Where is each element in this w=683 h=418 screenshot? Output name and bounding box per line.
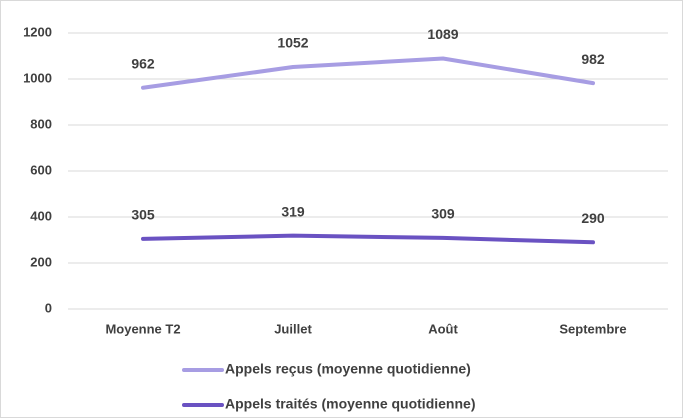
data-label: 309 <box>431 206 455 222</box>
x-tick-label: Juillet <box>274 321 312 336</box>
data-label: 1089 <box>427 26 458 42</box>
y-tick-label: 1000 <box>23 70 52 85</box>
data-label: 290 <box>581 210 605 226</box>
x-tick-label: Août <box>428 321 458 336</box>
legend-label: Appels reçus (moyenne quotidienne) <box>225 361 471 377</box>
series-line <box>141 56 595 90</box>
data-label: 1052 <box>277 35 308 51</box>
y-tick-label: 200 <box>30 254 52 269</box>
data-label: 319 <box>281 203 305 219</box>
y-tick-label: 800 <box>30 116 52 131</box>
data-label: 982 <box>581 51 605 67</box>
x-tick-label: Moyenne T2 <box>105 321 180 336</box>
y-tick-label: 1200 <box>23 24 52 39</box>
data-label: 962 <box>131 55 155 71</box>
x-tick-label: Septembre <box>559 321 626 336</box>
series-line <box>141 233 595 245</box>
y-tick-label: 400 <box>30 208 52 223</box>
data-label: 305 <box>131 207 155 223</box>
legend-label: Appels traités (moyenne quotidienne) <box>225 396 475 412</box>
y-tick-label: 0 <box>45 300 52 315</box>
y-tick-label: 600 <box>30 162 52 177</box>
